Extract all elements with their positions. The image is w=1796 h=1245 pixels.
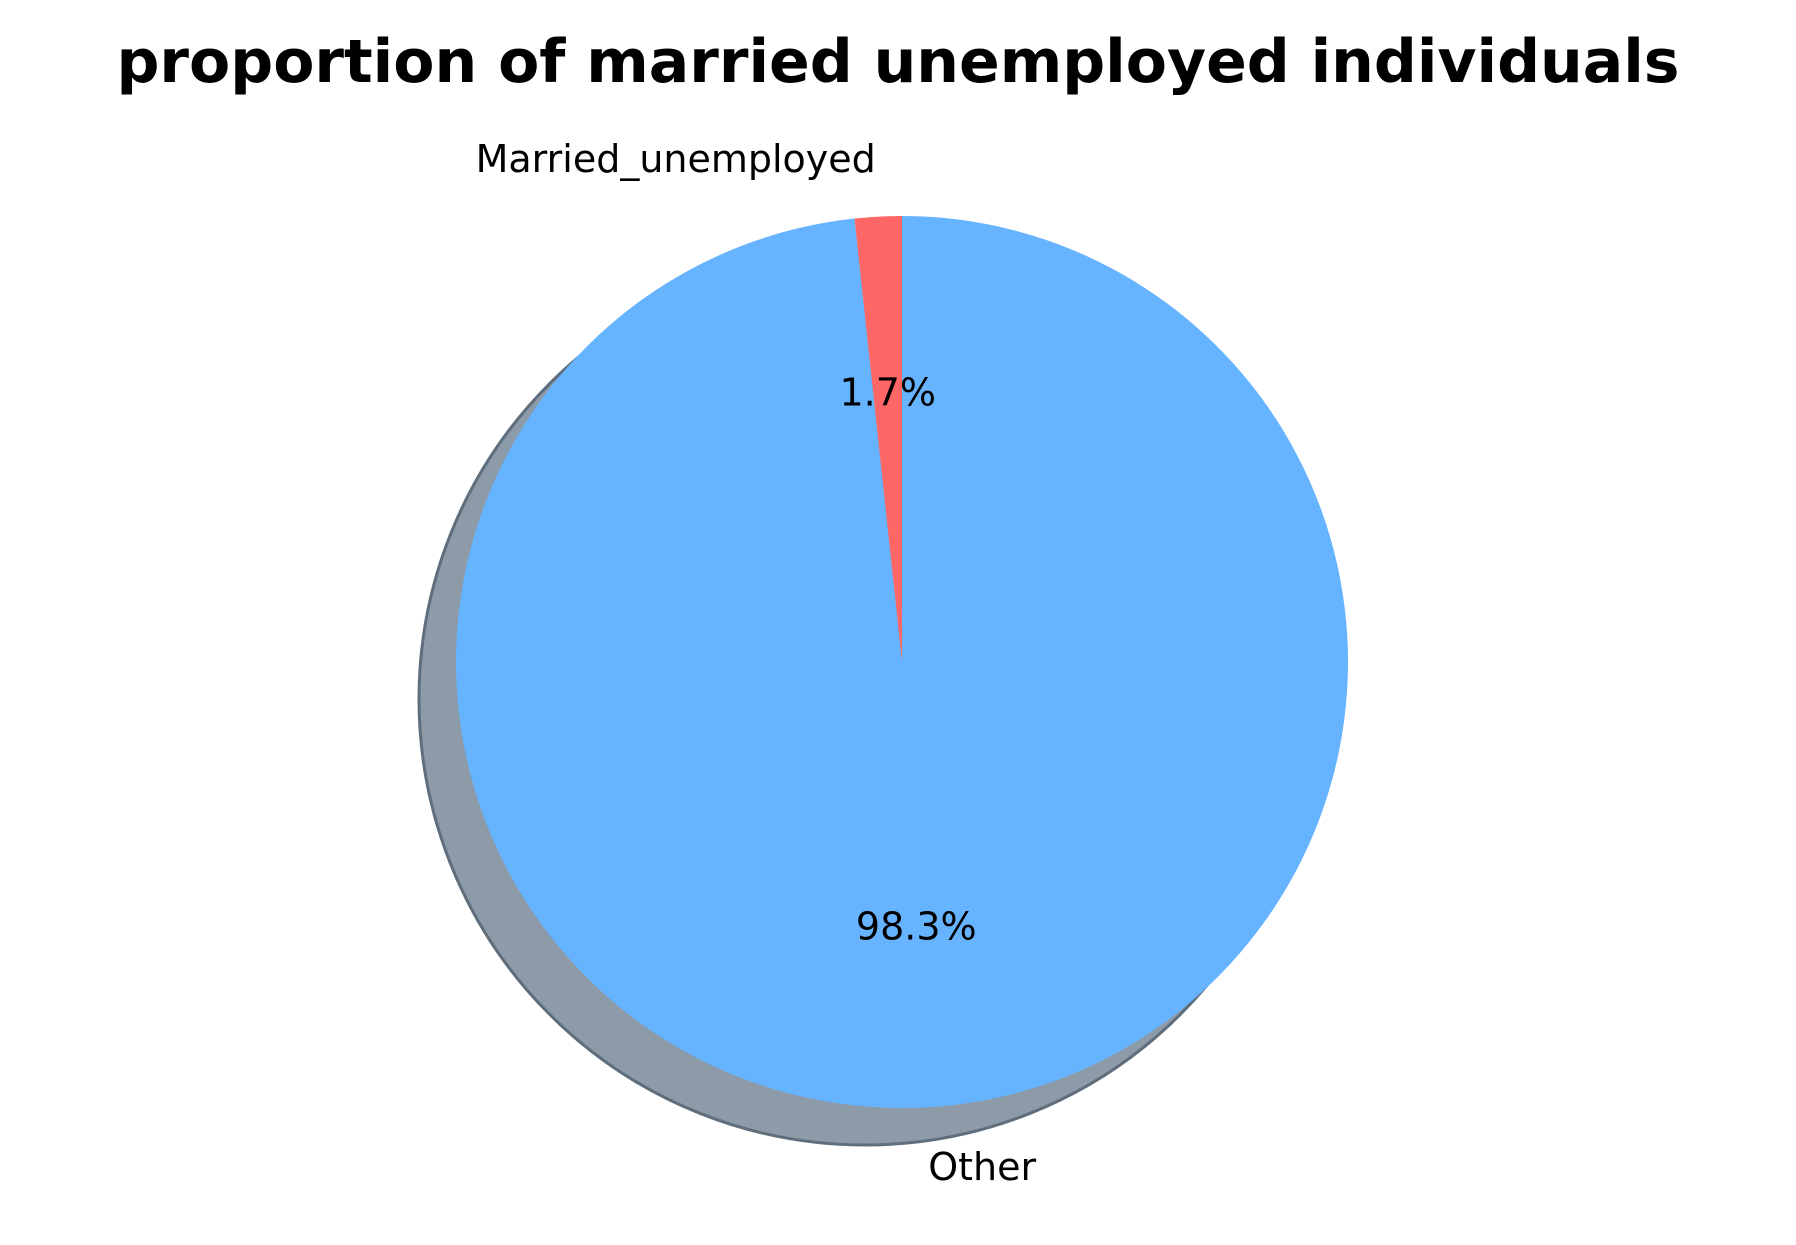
pct-label-married-unemployed: 1.7% [839,370,936,414]
pie-slice-other [455,216,1348,1108]
pie-labels: Married_unemployed 1.7% Other 98.3% [476,137,1037,1189]
pie-slice-married-unemployed [854,216,902,662]
pct-label-other: 98.3% [856,905,977,949]
pie-slices [455,216,1348,1108]
slice-label-married-unemployed: Married_unemployed [476,137,876,181]
slice-label-other: Other [928,1145,1036,1189]
chart-title: proportion of married unemployed individ… [116,27,1679,97]
